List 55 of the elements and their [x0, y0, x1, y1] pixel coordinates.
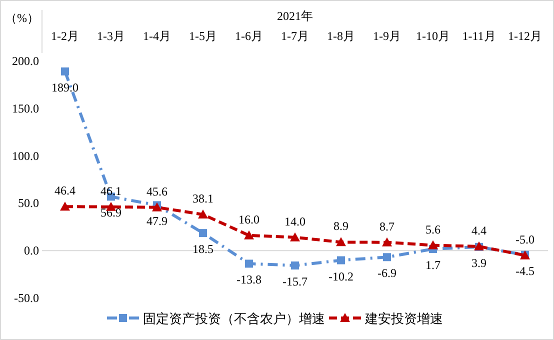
x-tick-label: 1-10月: [416, 29, 450, 43]
data-label: 1.7: [426, 258, 440, 272]
data-label: -15.7: [282, 274, 308, 288]
point: [337, 256, 345, 264]
point: [61, 67, 69, 76]
data-label: -5.0: [516, 232, 534, 246]
x-tick-label: 1-12月: [508, 29, 542, 43]
y-tick-label: 150.0: [12, 101, 39, 116]
x-tick-label: 1-5月: [189, 29, 217, 43]
point: [198, 209, 208, 218]
data-label: -13.8: [236, 272, 262, 287]
point: [428, 240, 438, 250]
y-tick-label: -50.0: [14, 291, 39, 305]
data-label: -6.9: [378, 266, 396, 280]
point: [290, 232, 300, 242]
point: [382, 237, 392, 246]
data-label: -4.5: [516, 264, 534, 278]
legend-label: 固定资产投资（不含农户）增速: [143, 312, 325, 327]
data-label: 16.0: [238, 212, 260, 226]
data-label: 5.6: [426, 222, 440, 236]
data-label: 47.9: [146, 214, 168, 228]
data-label: 3.9: [472, 256, 486, 270]
point: [291, 261, 299, 270]
data-label: 8.7: [380, 219, 394, 234]
x-tick-label: 1-8月: [327, 29, 355, 43]
x-tick-label: 1-9月: [373, 29, 401, 43]
data-label: 46.4: [54, 184, 76, 198]
point: [244, 230, 254, 240]
x-tick-label: 1-3月: [97, 29, 125, 43]
x-tick-label: 1-7月: [281, 29, 309, 43]
y-tick-label: 50.0: [18, 196, 39, 210]
data-label: 45.6: [146, 184, 168, 198]
x-tick-label: 1-2月: [51, 29, 79, 43]
point: [245, 260, 253, 268]
data-label: -10.2: [328, 269, 354, 284]
data-label: 4.4: [472, 223, 486, 238]
point: [336, 237, 346, 246]
x-axis-title: 2021年: [277, 9, 313, 23]
y-axis-title: （%）: [5, 11, 39, 25]
data-label: 46.1: [100, 184, 122, 198]
point: [199, 229, 207, 238]
y-tick-label: 200.0: [12, 54, 39, 68]
legend-label: 建安投资增速: [364, 311, 443, 327]
y-tick-label: 100.0: [12, 148, 39, 163]
data-label: 14.0: [284, 214, 306, 228]
x-tick-label: 1-4月: [143, 29, 171, 43]
y-tick-label: 0.0: [24, 244, 39, 258]
x-tick-label: 1-6月: [235, 29, 263, 43]
data-label: 189.0: [52, 80, 78, 94]
data-label: 38.1: [192, 191, 214, 206]
data-label: 8.9: [334, 219, 348, 234]
data-label: 18.5: [192, 242, 214, 256]
point: [383, 253, 391, 262]
x-tick-label: 1-11月: [462, 29, 496, 43]
point: [60, 202, 70, 211]
